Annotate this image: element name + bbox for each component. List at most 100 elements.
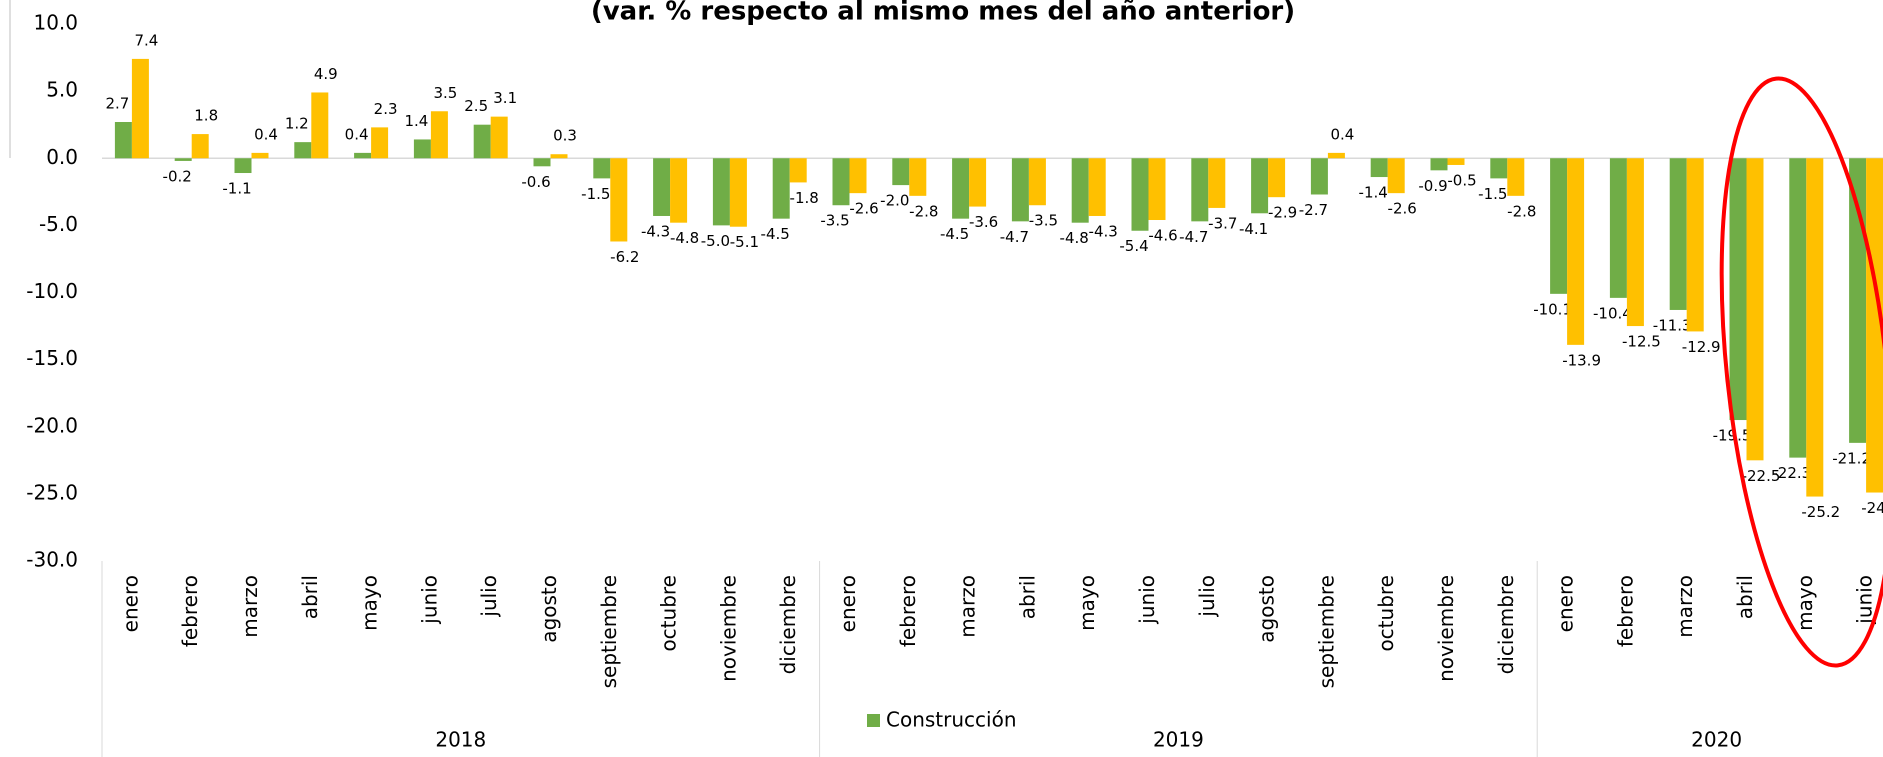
x-group-label: 2019 [1153,728,1204,752]
data-label: -1.5 [1478,185,1507,203]
bar [1490,158,1508,179]
x-tick-label: agosto [537,575,561,643]
legend-swatch [867,714,880,727]
y-tick-label: -30.0 [26,548,78,572]
bar [1191,158,1209,222]
bar [191,134,209,159]
bar [371,127,389,159]
data-label: 7.4 [134,31,158,49]
data-label: -12.9 [1682,338,1721,356]
data-label: -2.6 [849,200,878,218]
bar [1071,158,1089,223]
x-tick-label: enero [118,575,142,632]
x-tick-label: marzo [238,575,262,638]
data-label: -10.1 [1533,300,1572,318]
data-label: -4.1 [1239,220,1268,238]
x-tick-label: diciembre [1494,575,1518,674]
x-tick-label: septiembre [1314,575,1338,688]
bar [729,158,747,227]
data-label: -13.9 [1562,351,1601,369]
bar [311,92,329,159]
data-label: 0.3 [553,127,577,145]
bar [1088,158,1106,216]
x-tick-label: mayo [1075,575,1099,631]
data-label: -1.5 [581,185,610,203]
data-label: -3.6 [969,213,998,231]
bar [131,58,149,159]
x-tick-label: abril [1015,575,1039,619]
bar [1729,158,1747,421]
bar [610,158,628,242]
bar [969,158,987,207]
bar [1550,158,1568,294]
bar [234,158,252,174]
bar [832,158,850,206]
bar [1327,152,1345,159]
data-label: -4.8 [670,229,699,247]
bar [413,139,431,159]
x-tick-label: noviembre [1434,575,1458,682]
x-tick-label: junio [1853,575,1877,625]
data-label: -3.5 [1029,212,1058,230]
data-label: -10.4 [1593,304,1632,322]
bar [1028,158,1046,206]
x-tick-label: marzo [956,575,980,638]
x-tick-label: octubre [657,575,681,652]
data-label: -0.9 [1418,177,1447,195]
bar [670,158,688,223]
bar [952,158,970,219]
data-label: -5.1 [730,233,759,251]
data-label: -11.3 [1653,316,1692,334]
x-tick-label: abril [298,575,322,619]
data-label: -1.1 [222,180,251,198]
data-label: -2.7 [1299,201,1328,219]
data-label: -3.5 [820,212,849,230]
x-group-label: 2020 [1691,728,1742,752]
data-label: 1.4 [404,112,428,130]
y-tick-label: 0.0 [46,145,78,169]
data-label: -3.7 [1208,214,1237,232]
x-tick-label: febrero [178,575,202,647]
bar [653,158,671,216]
bar [1686,158,1704,332]
bar [114,122,132,159]
data-label: -24.9 [1861,499,1883,517]
data-label: -21.2 [1832,449,1871,467]
bar [174,158,192,161]
bar [490,116,508,159]
x-tick-label: octubre [1374,575,1398,652]
bar [849,158,867,194]
bar [1251,158,1269,214]
bar [1567,158,1585,345]
data-label: 1.8 [194,107,218,125]
bar [473,124,491,159]
data-label: 0.4 [345,125,369,143]
y-tick-label: -15.0 [26,346,78,370]
data-label: -19.5 [1713,427,1752,445]
bar [1387,158,1405,194]
data-label: -12.5 [1622,333,1661,351]
bar [1789,158,1807,458]
x-tick-label: junio [1135,575,1159,625]
bar [1806,158,1824,497]
data-label: -25.2 [1801,503,1840,521]
bar [1208,158,1226,208]
y-tick-label: -20.0 [26,413,78,437]
bar [550,154,568,159]
data-label: 2.3 [374,100,398,118]
bar [1011,158,1029,222]
bar [1268,158,1286,198]
data-label: 2.5 [464,97,488,115]
data-label: -2.9 [1268,204,1297,222]
bar [1609,158,1627,298]
chart-title: (var. % respecto al mismo mes del año an… [591,0,1295,27]
bar [772,158,790,219]
bar [712,158,730,226]
bar [1370,158,1388,178]
data-label: -4.5 [761,225,790,243]
x-tick-label: noviembre [716,575,740,682]
data-label: -5.4 [1119,237,1148,255]
data-label: -4.7 [1000,228,1029,246]
x-tick-label: febrero [896,575,920,647]
